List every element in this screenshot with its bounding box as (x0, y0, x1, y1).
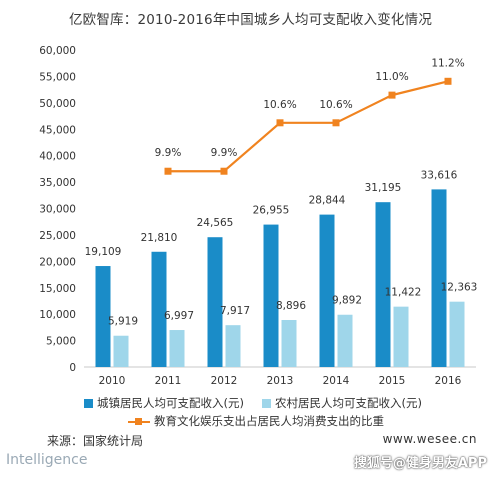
data-label-rural: 5,919 (108, 316, 138, 328)
legend-item-education-share: 教育文化娱乐支出占居民人均消费支出的比重 (128, 413, 384, 429)
bar-urban (95, 266, 111, 367)
y-tick-label: 0 (69, 362, 76, 374)
legend-label-rural: 农村居民人均可支配收入(元) (274, 396, 422, 410)
x-tick-label: 2011 (155, 375, 182, 387)
legend: 城镇居民人均可支配收入(元) 农村居民人均可支配收入(元) 教育文化娱乐支出占居… (84, 394, 501, 430)
data-label-education-share: 9.9% (155, 147, 182, 159)
watermark: 搜狐号@健身男友APP (353, 456, 487, 471)
data-label-education-share: 11.2% (431, 57, 464, 69)
data-label-rural: 12,363 (441, 282, 478, 294)
data-label-urban: 28,844 (309, 195, 346, 207)
bar-rural (393, 306, 409, 367)
data-label-urban: 24,565 (197, 217, 234, 229)
y-tick-label: 50,000 (39, 98, 76, 110)
line-point-education-share (220, 167, 228, 175)
y-tick-label: 30,000 (39, 204, 76, 216)
y-tick-label: 5,000 (46, 336, 76, 348)
y-tick-label: 55,000 (39, 71, 76, 83)
legend-item-rural: 农村居民人均可支配收入(元) (261, 395, 422, 411)
bar-urban (207, 237, 223, 367)
data-label-rural: 7,917 (220, 305, 250, 317)
data-label-education-share: 10.6% (319, 99, 352, 111)
chart-title: 亿欧智库：2010-2016年中国城乡人均可支配收入变化情况 (68, 12, 433, 28)
x-tick-label: 2015 (379, 375, 406, 387)
bar-urban (431, 189, 447, 367)
data-label-urban: 31,195 (365, 182, 402, 194)
x-tick-label: 2012 (211, 375, 238, 387)
data-label-rural: 9,892 (332, 295, 362, 307)
bar-rural (337, 314, 353, 367)
x-tick-label: 2013 (267, 375, 294, 387)
data-label-urban: 21,810 (141, 232, 178, 244)
data-label-urban: 33,616 (421, 169, 458, 181)
legend-swatch-urban (84, 398, 93, 408)
y-tick-label: 35,000 (39, 177, 76, 189)
y-tick-label: 45,000 (39, 124, 76, 136)
bar-urban (263, 224, 279, 367)
bar-rural (449, 301, 465, 367)
data-label-rural: 11,422 (385, 287, 422, 299)
legend-label-education-share: 教育文化娱乐支出占居民人均消费支出的比重 (154, 414, 384, 428)
y-tick-label: 20,000 (39, 256, 76, 268)
bar-urban (319, 214, 335, 367)
data-label-rural: 8,896 (276, 300, 306, 312)
line-point-education-share (388, 91, 396, 99)
legend-swatch-education-share (128, 417, 150, 426)
chart-canvas: 0 5,000 10,000 15,000 20,000 25,000 30,000 35,0… (39, 45, 478, 387)
data-label-education-share: 9.9% (211, 147, 238, 159)
bar-rural (281, 319, 297, 367)
y-tick-label: 10,000 (39, 309, 76, 321)
data-label-urban: 19,109 (85, 246, 122, 258)
bar-urban (151, 251, 167, 367)
y-tick-label: 60,000 (39, 45, 76, 57)
legend-swatch-rural (261, 398, 271, 408)
y-tick-label: 25,000 (39, 230, 76, 242)
x-tick-label: 2016 (435, 375, 462, 387)
bar-rural (169, 330, 185, 367)
legend-label-urban: 城镇居民人均可支配收入(元) (97, 396, 244, 410)
line-point-education-share (332, 119, 340, 127)
line-point-education-share (276, 119, 284, 127)
x-tick-label: 2014 (323, 375, 350, 387)
data-label-urban: 26,955 (253, 205, 290, 217)
data-label-rural: 6,997 (164, 310, 194, 322)
brand-text: Intelligence (6, 452, 88, 468)
y-tick-label: 40,000 (39, 151, 76, 163)
bar-rural (113, 335, 129, 367)
bar-urban (375, 202, 391, 367)
data-label-education-share: 10.6% (263, 99, 296, 111)
site-url: www.wesee.cn (382, 432, 477, 446)
x-tick-label: 2010 (99, 375, 126, 387)
line-education-share (168, 80, 449, 173)
line-point-education-share (164, 167, 172, 175)
data-label-education-share: 11.0% (375, 71, 408, 83)
bar-rural (225, 325, 241, 367)
line-point-education-share (444, 77, 452, 85)
y-tick-label: 15,000 (39, 283, 76, 295)
legend-item-urban: 城镇居民人均可支配收入(元) (84, 395, 244, 411)
source-note: 来源：国家统计局 (47, 434, 144, 448)
